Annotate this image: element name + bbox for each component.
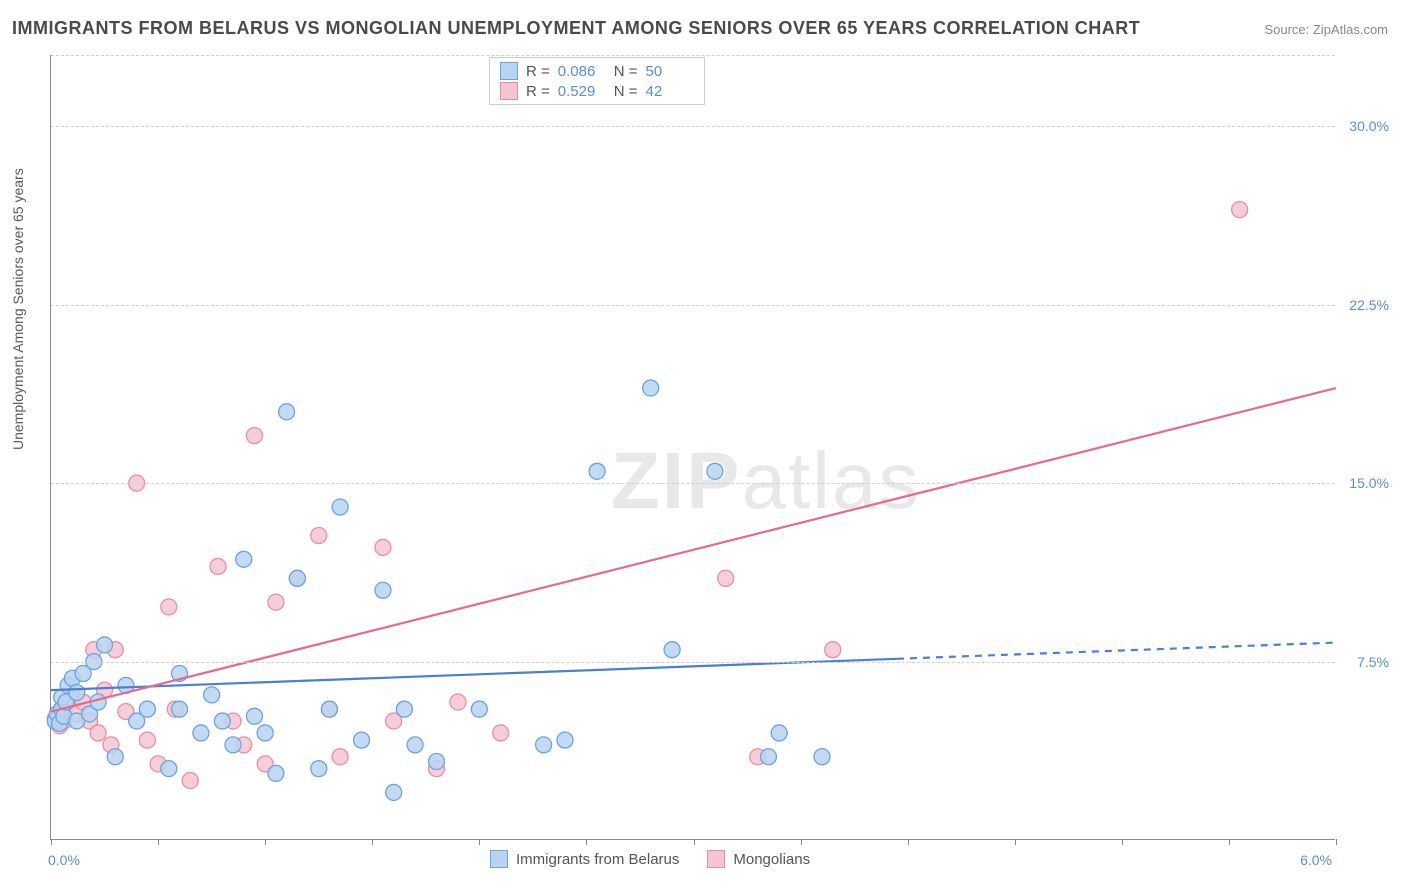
data-point	[210, 558, 226, 574]
data-point	[90, 725, 106, 741]
data-point	[268, 765, 284, 781]
x-axis-end-label: 6.0%	[1300, 852, 1332, 868]
legend-label-series1: Immigrants from Belarus	[516, 851, 679, 868]
x-tick	[1122, 839, 1123, 845]
data-point	[289, 570, 305, 586]
data-point	[386, 784, 402, 800]
data-point	[471, 701, 487, 717]
data-point	[354, 732, 370, 748]
data-point	[246, 428, 262, 444]
trend-line-solid	[51, 388, 1336, 712]
x-tick	[801, 839, 802, 845]
data-point	[1232, 202, 1248, 218]
source-attribution: Source: ZipAtlas.com	[1264, 22, 1388, 37]
data-point	[139, 701, 155, 717]
grid-line-h	[51, 483, 1335, 484]
x-axis-start-label: 0.0%	[48, 852, 80, 868]
legend-item-series2: Mongolians	[707, 850, 810, 868]
legend-swatch-series2	[707, 850, 725, 868]
data-point	[182, 773, 198, 789]
grid-line-h	[51, 55, 1335, 56]
data-point	[139, 732, 155, 748]
x-tick	[372, 839, 373, 845]
data-point	[557, 732, 573, 748]
data-point	[707, 463, 723, 479]
data-point	[429, 754, 445, 770]
data-point	[718, 570, 734, 586]
data-point	[161, 599, 177, 615]
data-point	[225, 737, 241, 753]
data-point	[257, 725, 273, 741]
data-point	[236, 551, 252, 567]
data-point	[771, 725, 787, 741]
data-point	[204, 687, 220, 703]
x-tick	[265, 839, 266, 845]
data-point	[814, 749, 830, 765]
data-point	[311, 761, 327, 777]
grid-line-h	[51, 662, 1335, 663]
data-point	[161, 761, 177, 777]
x-tick	[1229, 839, 1230, 845]
data-point	[825, 642, 841, 658]
data-point	[321, 701, 337, 717]
plot-svg	[51, 55, 1335, 839]
y-axis-label: Unemployment Among Seniors over 65 years	[10, 168, 26, 450]
data-point	[107, 749, 123, 765]
grid-line-h	[51, 126, 1335, 127]
x-tick	[586, 839, 587, 845]
y-tick-label: 15.0%	[1349, 475, 1389, 491]
x-tick	[908, 839, 909, 845]
data-point	[375, 539, 391, 555]
data-point	[664, 642, 680, 658]
data-point	[279, 404, 295, 420]
data-point	[589, 463, 605, 479]
y-tick-label: 30.0%	[1349, 118, 1389, 134]
data-point	[407, 737, 423, 753]
legend-swatch-series1	[490, 850, 508, 868]
data-point	[246, 708, 262, 724]
x-tick	[694, 839, 695, 845]
data-point	[193, 725, 209, 741]
data-point	[332, 749, 348, 765]
legend-label-series2: Mongolians	[733, 851, 810, 868]
x-tick	[158, 839, 159, 845]
data-point	[172, 701, 188, 717]
chart-title: IMMIGRANTS FROM BELARUS VS MONGOLIAN UNE…	[12, 18, 1140, 39]
grid-line-h	[51, 305, 1335, 306]
data-point	[268, 594, 284, 610]
legend-item-series1: Immigrants from Belarus	[490, 850, 679, 868]
data-point	[69, 685, 85, 701]
data-point	[493, 725, 509, 741]
data-point	[214, 713, 230, 729]
data-point	[396, 701, 412, 717]
data-point	[332, 499, 348, 515]
data-point	[760, 749, 776, 765]
y-tick-label: 22.5%	[1349, 297, 1389, 313]
y-tick-label: 7.5%	[1357, 654, 1389, 670]
data-point	[311, 528, 327, 544]
trend-line-dashed	[897, 643, 1336, 659]
x-tick	[479, 839, 480, 845]
x-tick	[1015, 839, 1016, 845]
x-tick	[51, 839, 52, 845]
data-point	[643, 380, 659, 396]
bottom-legend: Immigrants from Belarus Mongolians	[490, 850, 810, 868]
plot-area: ZIPatlas R = 0.086 N = 50 R = 0.529 N = …	[50, 55, 1335, 840]
data-point	[536, 737, 552, 753]
data-point	[450, 694, 466, 710]
data-point	[375, 582, 391, 598]
x-tick	[1336, 839, 1337, 845]
data-point	[97, 637, 113, 653]
